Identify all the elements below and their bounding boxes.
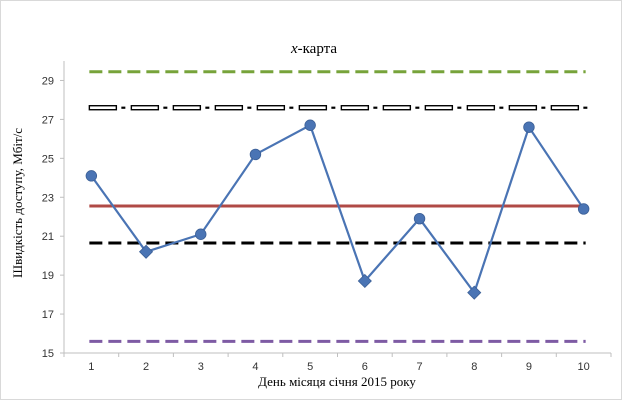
x-tick-label: 1 bbox=[88, 361, 94, 373]
y-tick-label: 27 bbox=[42, 114, 54, 126]
x-tick-label: 10 bbox=[578, 361, 590, 373]
data-point bbox=[195, 228, 207, 240]
y-tick-label: 29 bbox=[42, 75, 54, 87]
data-point-out-of-control bbox=[138, 244, 154, 259]
ucl-dash-segment bbox=[172, 105, 202, 111]
ucl-dash-segment bbox=[256, 105, 286, 111]
x-axis-title: День місяця січня 2015 року bbox=[258, 374, 416, 389]
y-axis-title: Швидкість доступу, Мбіт/с bbox=[10, 128, 25, 278]
ucl-dash-segment bbox=[382, 105, 412, 111]
data-point bbox=[413, 212, 426, 225]
ucl-dash-segment bbox=[214, 105, 244, 111]
data-point-out-of-control bbox=[357, 273, 372, 289]
ucl-dash-segment bbox=[340, 105, 370, 111]
x-tick-label: 4 bbox=[252, 361, 258, 373]
ucl-dash-segment bbox=[550, 105, 580, 111]
x-tick-labels: 1 2 3 4 5 6 7 8 9 10 bbox=[63, 353, 612, 373]
ucl-dash-segment bbox=[298, 105, 328, 111]
ucl-dash-segment bbox=[508, 105, 538, 111]
x-tick-label: 2 bbox=[143, 361, 149, 373]
x-tick-label: 3 bbox=[198, 361, 204, 373]
series-line bbox=[90, 123, 585, 296]
data-point bbox=[304, 119, 316, 131]
x-tick-label: 5 bbox=[307, 361, 313, 373]
ucl-dash-segment bbox=[466, 105, 496, 111]
ucl-dash-segment bbox=[88, 105, 118, 111]
upper-warning-line bbox=[88, 105, 588, 111]
y-tick-label: 17 bbox=[42, 309, 54, 321]
ucl-dash-segment bbox=[130, 105, 160, 111]
series-speed bbox=[85, 119, 590, 300]
data-point bbox=[85, 170, 98, 182]
chart-title: x-карта bbox=[290, 41, 337, 57]
y-tick-label: 19 bbox=[42, 270, 54, 282]
x-tick-label: 7 bbox=[416, 361, 422, 373]
data-point bbox=[577, 203, 590, 215]
chart-title-var: x bbox=[290, 41, 298, 57]
x-tick-label: 8 bbox=[471, 361, 477, 373]
y-tick-label: 25 bbox=[42, 153, 54, 165]
data-point bbox=[523, 121, 535, 133]
y-tick-label: 21 bbox=[42, 231, 54, 243]
chart-title-rest: -карта bbox=[298, 41, 338, 57]
y-tick-label: 23 bbox=[42, 192, 54, 204]
x-tick-label: 9 bbox=[526, 361, 532, 373]
ucl-dash-segment bbox=[424, 105, 454, 111]
y-tick-label: 15 bbox=[42, 348, 54, 360]
data-point bbox=[249, 148, 262, 161]
x-tick-label: 6 bbox=[362, 361, 368, 373]
y-tick-labels: 15 17 19 21 23 25 27 29 bbox=[42, 75, 64, 360]
data-point-out-of-control bbox=[467, 285, 482, 300]
